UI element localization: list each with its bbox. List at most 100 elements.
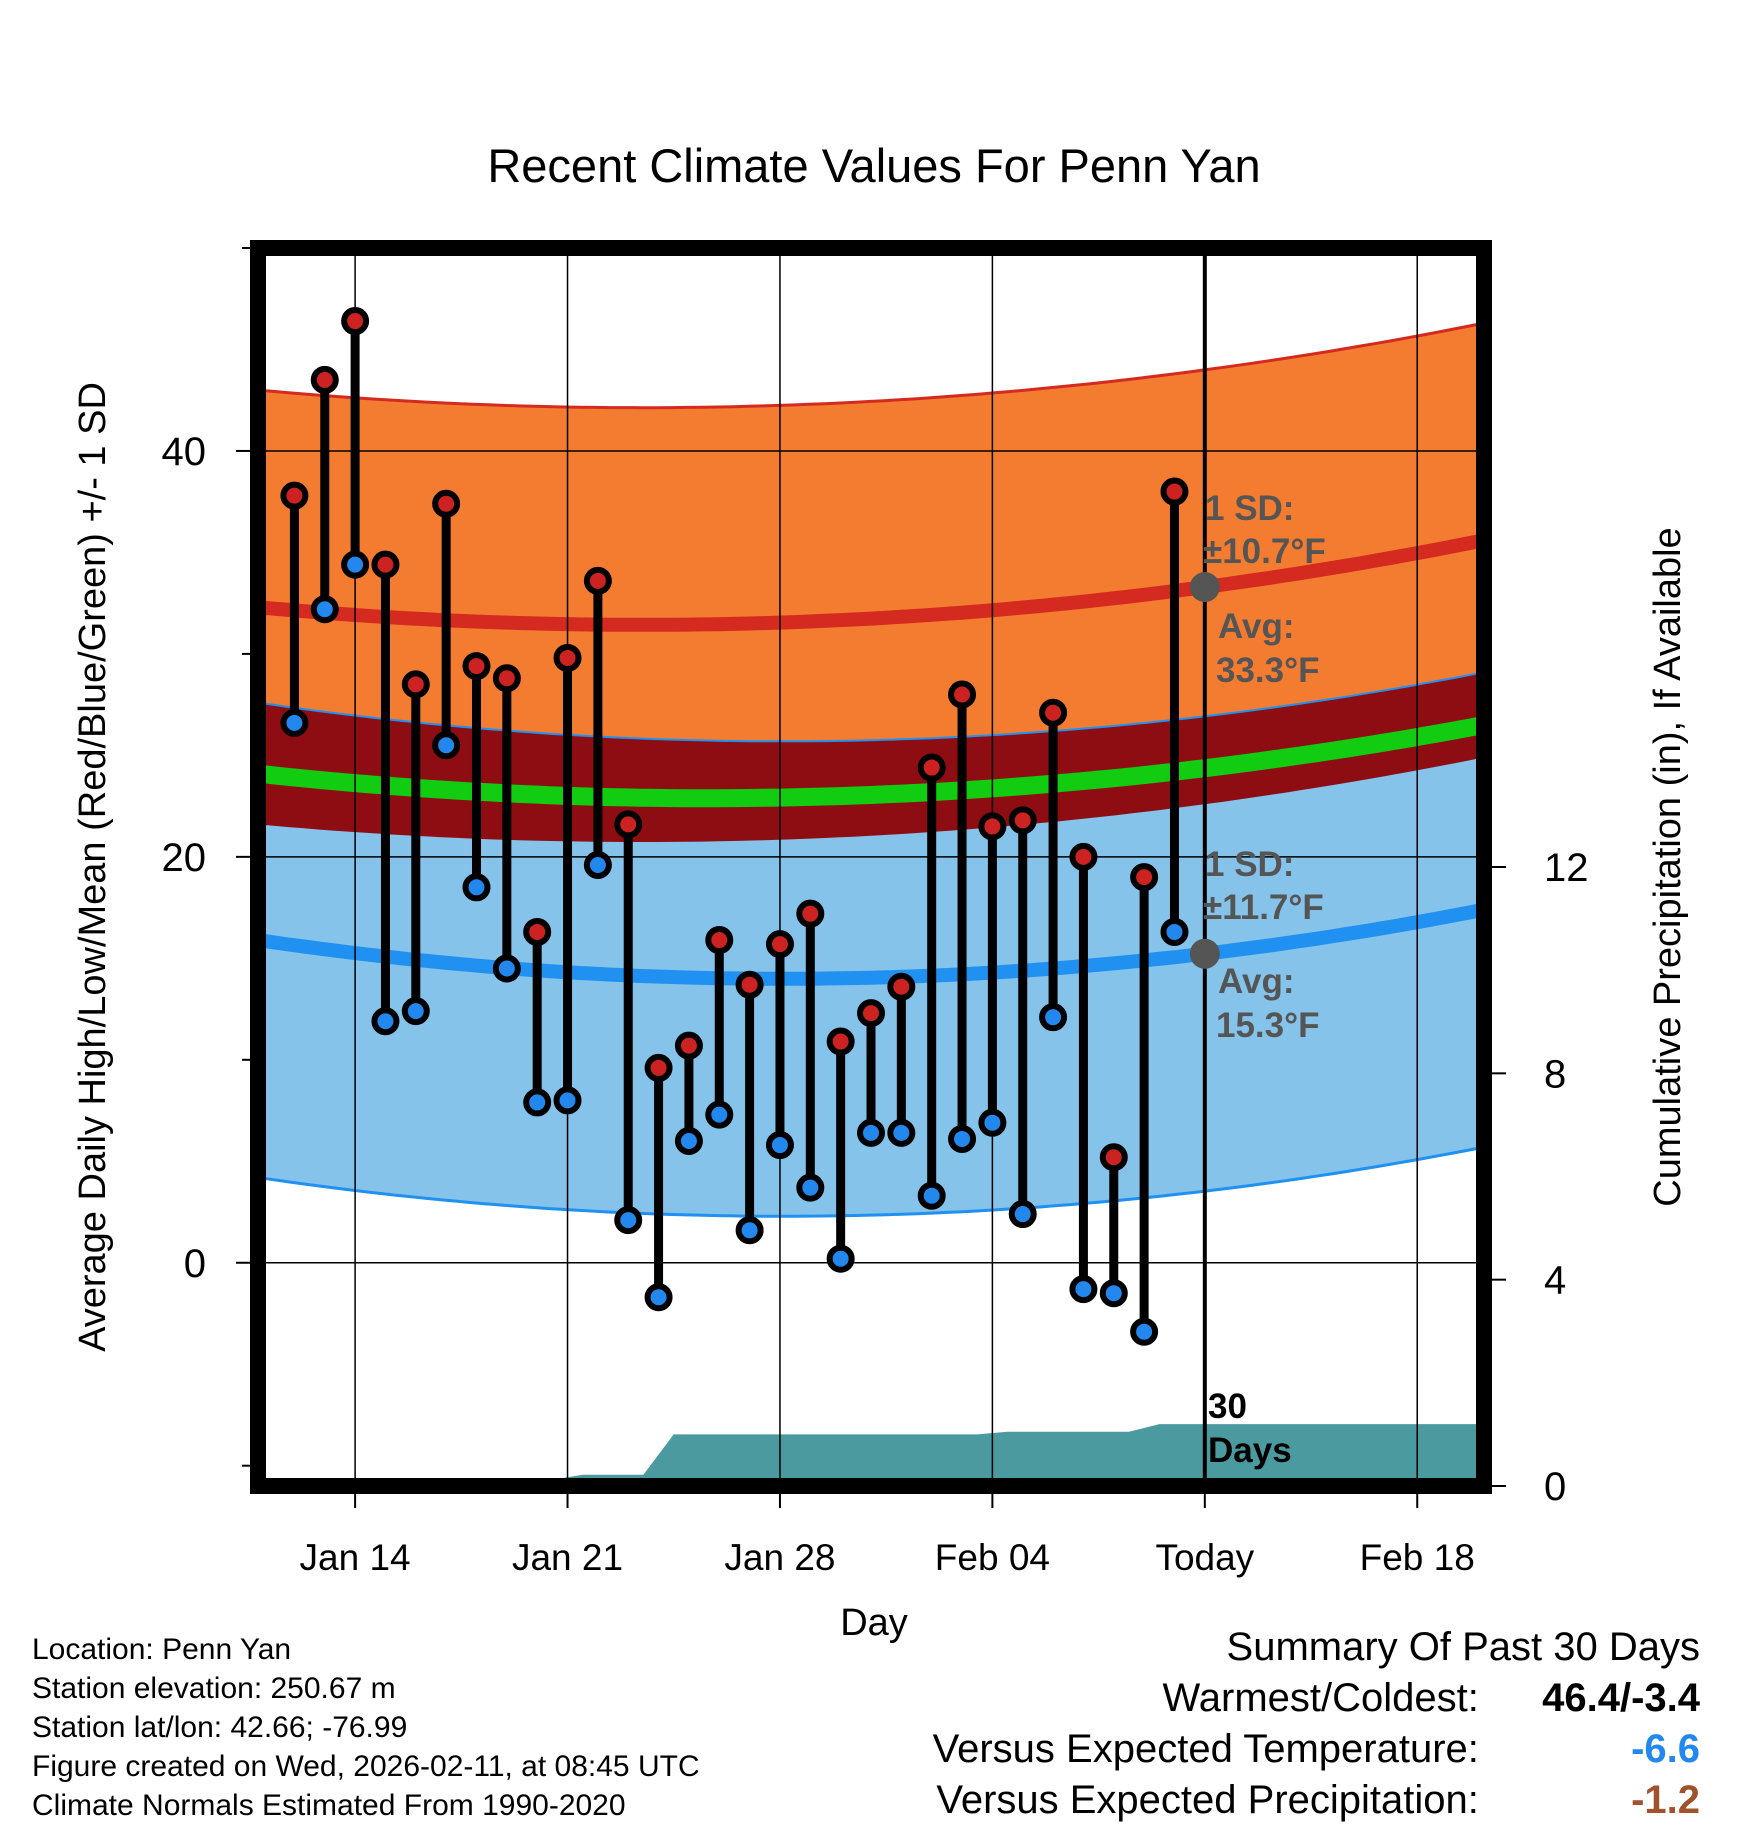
summary-title: Summary Of Past 30 Days	[1226, 1625, 1700, 1669]
high-sd-upper-line	[258, 321, 1484, 410]
warmest-value: 46.4/-3.4	[1542, 1676, 1700, 1720]
x-tick-label: Jan 14	[300, 1537, 411, 1578]
low-point	[857, 1118, 885, 1147]
high-point	[1008, 806, 1037, 835]
low-avg-dot	[1189, 938, 1220, 969]
days-word: Days	[1208, 1431, 1292, 1470]
high-point	[826, 1027, 855, 1056]
low-point	[887, 1118, 916, 1147]
low-point	[1160, 917, 1189, 946]
low-avg-line	[258, 902, 1484, 986]
x-tick-label: Jan 28	[724, 1537, 835, 1578]
low-point	[1008, 1200, 1037, 1229]
x-tick-label: Today	[1155, 1537, 1254, 1578]
high-point	[280, 481, 309, 510]
elevation-text: Station elevation: 250.67 m	[32, 1672, 396, 1705]
days-number: 30	[1208, 1387, 1247, 1426]
high-avg-value: 33.3°F	[1216, 651, 1320, 690]
summary-precip-row: Versus Expected Precipitation: -1.2	[933, 1775, 1700, 1826]
low-point	[280, 708, 309, 737]
low-point	[1039, 1003, 1068, 1032]
low-point	[371, 1007, 400, 1036]
high-point	[553, 643, 582, 672]
high-point	[765, 930, 794, 959]
normals-text: Climate Normals Estimated From 1990-2020	[32, 1789, 626, 1822]
high-point	[644, 1053, 673, 1082]
y2-tick-label: 8	[1544, 1052, 1566, 1096]
x-tick-label: Feb 18	[1360, 1537, 1475, 1578]
low-point	[735, 1216, 764, 1245]
annotations: 1 SD: ±10.7°F Avg: 33.3°F 1 SD: ±11.7°F …	[1189, 489, 1326, 1470]
high-point	[1130, 863, 1159, 892]
low-point	[523, 1088, 552, 1117]
high-point	[492, 664, 521, 693]
high-point	[341, 307, 370, 336]
low-point	[765, 1131, 794, 1160]
x-tick-label: Feb 04	[935, 1537, 1050, 1578]
temp-value: -6.6	[1631, 1727, 1700, 1771]
high-point	[887, 972, 916, 1001]
daily-range-bars	[280, 307, 1189, 1346]
x-tick-label: Jan 21	[512, 1537, 623, 1578]
low-point	[674, 1126, 703, 1155]
y-tick-label: 20	[162, 836, 207, 880]
precipitation-area	[258, 1424, 1484, 1486]
low-point	[826, 1244, 855, 1273]
low-sd-lower-line	[258, 1145, 1484, 1218]
precip-label: Versus Expected Precipitation:	[936, 1778, 1479, 1822]
y2-axis-label: Cumulative Precipitation (in), If Availa…	[1647, 527, 1689, 1206]
high-point	[978, 812, 1007, 841]
low-point	[310, 595, 339, 624]
low-point	[948, 1124, 977, 1153]
high-point	[705, 926, 734, 955]
y2-tick-label: 4	[1544, 1259, 1566, 1303]
high-point	[371, 550, 400, 579]
low-point	[462, 873, 491, 902]
latlon-text: Station lat/lon: 42.66; -76.99	[32, 1711, 408, 1744]
summary-panel: Summary Of Past 30 Days Warmest/Coldest:…	[933, 1622, 1700, 1826]
low-sd-label: 1 SD:	[1205, 845, 1294, 884]
summary-warmest-row: Warmest/Coldest: 46.4/-3.4	[933, 1673, 1701, 1724]
high-avg-line	[258, 533, 1484, 632]
high-avg-label: Avg:	[1218, 607, 1294, 646]
low-sd-upper-line	[258, 671, 1484, 743]
high-point	[523, 917, 552, 946]
precip-fill	[258, 1424, 1484, 1486]
low-point	[917, 1181, 946, 1210]
plot-frame	[250, 240, 1492, 1494]
high-point	[735, 970, 764, 999]
low-point	[796, 1173, 825, 1202]
station-info: Location: Penn Yan Station elevation: 25…	[32, 1630, 700, 1825]
high-point	[462, 652, 491, 681]
low-avg-label: Avg:	[1218, 962, 1294, 1001]
low-point	[978, 1108, 1007, 1137]
high-point	[917, 753, 946, 782]
high-point	[857, 999, 885, 1028]
y2-tick-label: 0	[1544, 1465, 1566, 1509]
high-sd-label: 1 SD:	[1205, 489, 1294, 528]
high-point	[614, 810, 643, 839]
high-point	[583, 566, 612, 595]
y-tick-label: 40	[162, 430, 207, 474]
low-sd-value: ±11.7°F	[1203, 888, 1324, 927]
low-point	[492, 954, 521, 983]
y-axis-label: Average Daily High/Low/Mean (Red/Blue/Gr…	[72, 382, 114, 1352]
low-point	[614, 1206, 643, 1235]
high-point	[1099, 1143, 1128, 1172]
mean-avg-line	[258, 716, 1484, 808]
high-point	[1069, 842, 1098, 871]
high-point	[1160, 477, 1189, 506]
warmest-label: Warmest/Coldest:	[1162, 1676, 1479, 1720]
high-avg-dot	[1189, 572, 1220, 603]
low-point	[583, 850, 612, 879]
low-point	[553, 1086, 582, 1115]
low-point	[1130, 1317, 1159, 1346]
high-point	[948, 680, 977, 709]
low-avg-value: 15.3°F	[1216, 1006, 1320, 1045]
low-point	[1099, 1279, 1128, 1308]
high-point	[674, 1031, 703, 1060]
chart-title: Recent Climate Values For Penn Yan	[487, 139, 1260, 192]
created-text: Figure created on Wed, 2026-02-11, at 08…	[32, 1750, 700, 1783]
high-point	[796, 899, 825, 928]
